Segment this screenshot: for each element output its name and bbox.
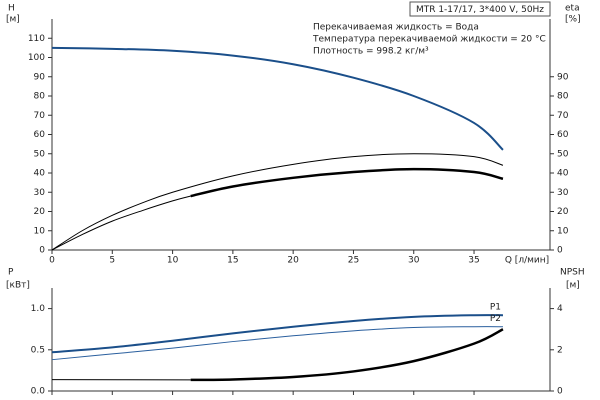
y-tick-label: 0 bbox=[39, 246, 45, 256]
x-tick-label: 25 bbox=[348, 256, 359, 266]
x-tick-label: 10 bbox=[167, 256, 179, 266]
chart-title: MTR 1-17/17, 3*400 V, 50Hz bbox=[416, 5, 544, 15]
y2-label: eta bbox=[565, 4, 580, 14]
y2-tick-label: 60 bbox=[557, 130, 569, 140]
y2-tick-label: 0 bbox=[557, 387, 563, 397]
y-tick-label: 0.5 bbox=[31, 345, 45, 355]
x-tick-label: 15 bbox=[227, 256, 238, 266]
x-tick-label: 5 bbox=[109, 256, 115, 266]
y2-tick-label: 50 bbox=[557, 149, 569, 159]
x-tick-label: 35 bbox=[468, 256, 479, 266]
y2-tick-label: 0 bbox=[557, 246, 563, 256]
y-label: [м] bbox=[6, 15, 20, 25]
y-tick-label: 70 bbox=[34, 111, 46, 121]
x-tick-label: 30 bbox=[408, 256, 420, 266]
y2-tick-label: 70 bbox=[557, 111, 569, 121]
series-label: P1 bbox=[490, 303, 501, 313]
y2-label: [м] bbox=[566, 281, 580, 291]
y2-tick-label: 40 bbox=[557, 169, 569, 179]
curve bbox=[51, 326, 503, 361]
y2-label: [%] bbox=[565, 15, 581, 25]
annotation: Перекачиваемая жидкость = Вода bbox=[313, 23, 479, 33]
y-label: [кВт] bbox=[6, 281, 30, 291]
y-tick-label: 10 bbox=[34, 226, 46, 236]
y-tick-label: 100 bbox=[28, 53, 45, 63]
y2-tick-label: 30 bbox=[557, 188, 569, 198]
x-tick-label: 20 bbox=[287, 256, 299, 266]
y-tick-label: 80 bbox=[34, 92, 46, 102]
y-tick-label: 30 bbox=[34, 188, 46, 198]
annotation: Плотность = 998.2 кг/м³ bbox=[313, 47, 429, 57]
y2-tick-label: 4 bbox=[557, 304, 563, 314]
y-tick-label: 60 bbox=[34, 130, 46, 140]
curve bbox=[51, 46, 504, 151]
x-label: Q [л/мин] bbox=[505, 256, 549, 266]
curve bbox=[190, 167, 504, 198]
y2-label: NPSH bbox=[560, 268, 585, 278]
y2-tick-label: 20 bbox=[557, 207, 569, 217]
title-box bbox=[409, 1, 551, 17]
y2-tick-label: 80 bbox=[557, 92, 569, 102]
curve bbox=[190, 328, 504, 382]
y-tick-label: 50 bbox=[34, 149, 46, 159]
y-tick-label: 40 bbox=[34, 169, 46, 179]
x-tick-label: 0 bbox=[49, 256, 55, 266]
y-tick-label: 90 bbox=[34, 72, 46, 82]
y2-tick-label: 10 bbox=[557, 226, 569, 236]
y2-tick-label: 2 bbox=[557, 345, 563, 355]
curve bbox=[51, 314, 503, 354]
y-label: H bbox=[8, 4, 15, 14]
y-tick-label: 0.0 bbox=[31, 387, 46, 397]
y2-tick-label: 90 bbox=[557, 72, 569, 82]
annotation: Температура перекачиваемой жидкости = 20… bbox=[312, 35, 546, 45]
curve bbox=[51, 153, 504, 251]
series-label: P2 bbox=[490, 314, 501, 324]
y-tick-label: 1.0 bbox=[31, 304, 46, 314]
y-label: P bbox=[8, 268, 14, 278]
y-tick-label: 110 bbox=[28, 34, 45, 44]
y-tick-label: 20 bbox=[34, 207, 46, 217]
curve bbox=[51, 195, 191, 251]
